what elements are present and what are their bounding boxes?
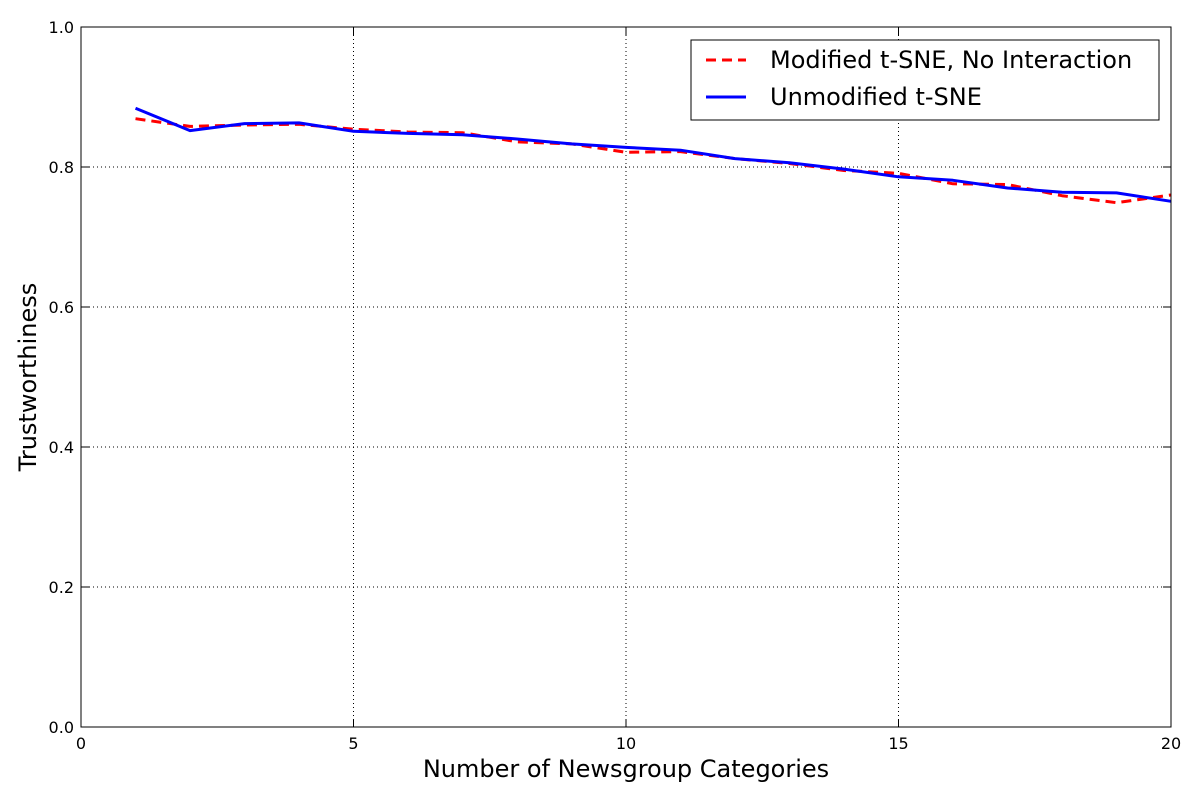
x-tick-label: 20	[1161, 734, 1181, 753]
legend-label-modified-tsne: Modified t-SNE, No Interaction	[770, 46, 1132, 74]
y-tick-label: 0.0	[49, 718, 74, 737]
y-tick-label: 0.2	[49, 578, 74, 597]
series-line-modified-tsne	[135, 117, 1172, 205]
x-tick-label: 0	[76, 734, 86, 753]
y-tick-label: 0.6	[49, 298, 74, 317]
y-tick-label: 0.8	[49, 158, 74, 177]
legend-label-unmodified-tsne: Unmodified t-SNE	[770, 83, 982, 111]
x-axis-label: Number of Newsgroup Categories	[423, 755, 829, 783]
axis-ticks: 0 5 10 15 20 0.0 0.2 0.4 0.6 0.8 1.0	[49, 18, 1182, 753]
series-lines	[134, 106, 1172, 205]
x-tick-label: 5	[348, 734, 358, 753]
chart-legend: Modified t-SNE, No Interaction Unmodifie…	[690, 39, 1160, 121]
legend-box	[690, 39, 1160, 121]
x-tick-label: 10	[616, 734, 636, 753]
y-tick-label: 1.0	[49, 18, 74, 37]
x-tick-label: 15	[888, 734, 908, 753]
series-line-unmodified-tsne	[134, 106, 1172, 203]
grid-lines	[81, 27, 1171, 727]
y-tick-label: 0.4	[49, 438, 74, 457]
y-axis-label: Trustworthiness	[14, 283, 42, 473]
